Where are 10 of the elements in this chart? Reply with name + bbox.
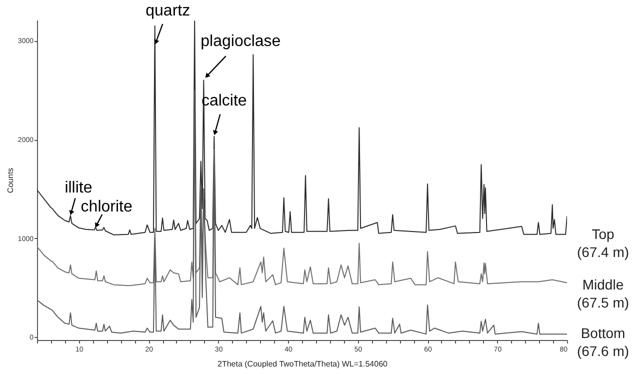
line-series — [37, 20, 567, 236]
series-label: Top (67.4 m) — [576, 226, 630, 260]
annotation: chlorite — [80, 198, 132, 216]
annotation: plagioclase — [200, 33, 281, 50]
x-axis-title: 2Theta (Coupled TwoTheta/Theta) WL=1.54060 — [218, 360, 388, 368]
series-label: Middle (67.5 m) — [576, 276, 630, 311]
y-axis-title: Counts — [6, 168, 15, 194]
annotation: quartz — [146, 2, 190, 20]
annotation: illite — [64, 180, 92, 197]
series-label: Bottom (67.6 m) — [576, 325, 630, 360]
